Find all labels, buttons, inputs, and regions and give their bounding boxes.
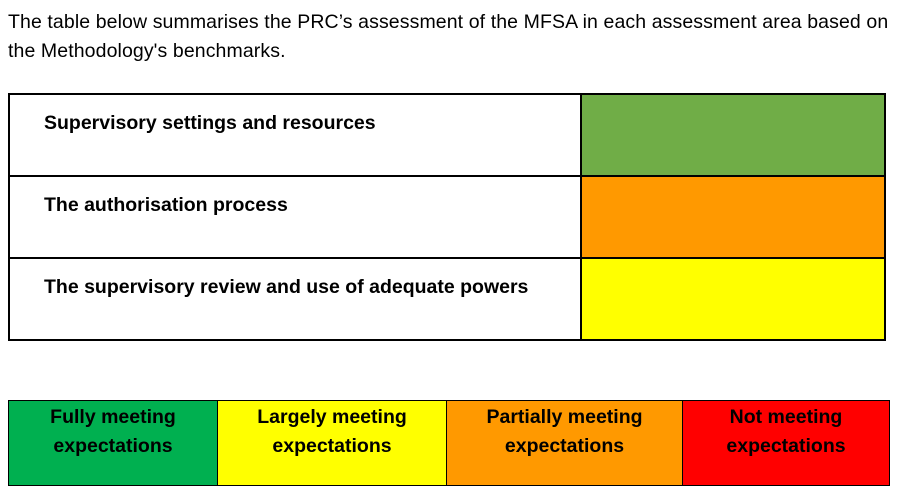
assessment-row: Supervisory settings and resources xyxy=(8,93,886,177)
assessment-table: Supervisory settings and resources The a… xyxy=(8,93,886,341)
intro-paragraph: The table below summarises the PRC’s ass… xyxy=(8,11,889,62)
assessment-rating-swatch xyxy=(580,175,886,259)
assessment-area-label: The authorisation process xyxy=(44,194,288,216)
assessment-row: The supervisory review and use of adequa… xyxy=(8,257,886,341)
legend-partially-meeting: Partially meeting expectations xyxy=(446,400,683,486)
assessment-area-label: The supervisory review and use of adequa… xyxy=(44,276,529,298)
rating-legend: Fully meeting expectations Largely meeti… xyxy=(8,400,890,486)
assessment-area-cell: Supervisory settings and resources xyxy=(8,93,582,177)
assessment-area-cell: The authorisation process xyxy=(8,175,582,259)
assessment-rating-swatch xyxy=(580,93,886,177)
assessment-area-label: Supervisory settings and resources xyxy=(44,112,376,134)
assessment-row: The authorisation process xyxy=(8,175,886,259)
legend-not-meeting: Not meeting expectations xyxy=(682,400,890,486)
assessment-rating-swatch xyxy=(580,257,886,341)
legend-fully-meeting: Fully meeting expectations xyxy=(8,400,218,486)
assessment-area-cell: The supervisory review and use of adequa… xyxy=(8,257,582,341)
legend-largely-meeting: Largely meeting expectations xyxy=(217,400,447,486)
